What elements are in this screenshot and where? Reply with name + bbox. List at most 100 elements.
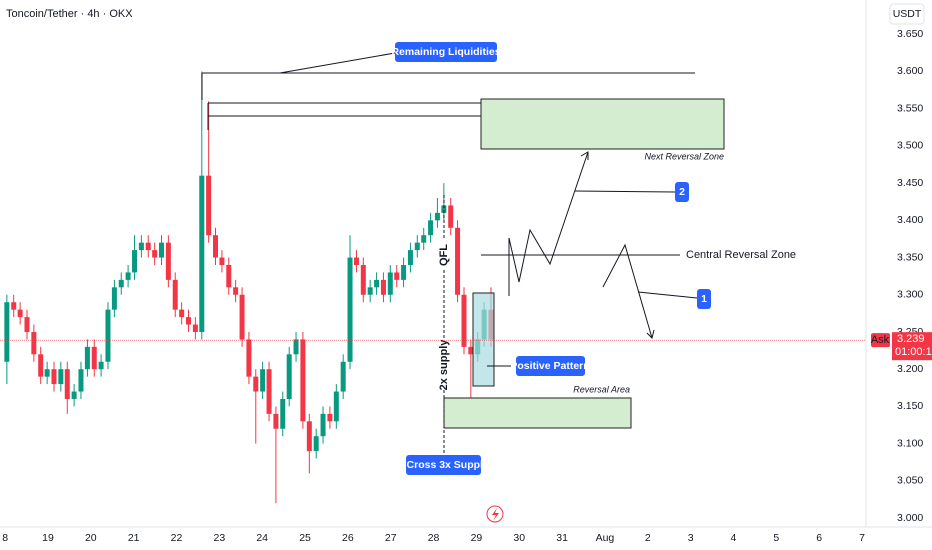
candle-body xyxy=(360,264,366,295)
candle-body xyxy=(226,264,232,288)
candle-body xyxy=(380,279,386,295)
chart-title: Toncoin/Tether · 4h · OKX xyxy=(6,8,133,20)
candle-body xyxy=(24,317,30,332)
candle-body xyxy=(461,294,467,347)
candle-body xyxy=(333,391,339,422)
candle-body xyxy=(179,309,185,318)
connector xyxy=(637,291,698,299)
x-tick-label: 20 xyxy=(85,532,97,544)
x-tick-label: 4 xyxy=(731,532,737,544)
candle-body xyxy=(327,413,333,422)
candle-body xyxy=(105,309,111,362)
candle-body xyxy=(172,279,178,310)
candle-body xyxy=(38,354,44,377)
x-tick-label: 30 xyxy=(513,532,525,544)
x-tick-label: 6 xyxy=(816,532,822,544)
annotation-label: Central Reversal Zone xyxy=(686,249,796,261)
y-tick-label: 3.600 xyxy=(897,65,923,77)
candle-body xyxy=(353,257,359,265)
candle-body xyxy=(132,250,138,273)
y-tick-label: 3.150 xyxy=(897,400,923,412)
candle-body xyxy=(394,272,400,280)
candle-body xyxy=(407,250,413,265)
projection-path xyxy=(602,243,653,339)
candle-body xyxy=(260,369,266,392)
candle-body xyxy=(159,242,165,258)
x-tick-label: 27 xyxy=(385,532,397,544)
x-tick-label: 19 xyxy=(42,532,54,544)
connector xyxy=(279,52,396,74)
y-tick-label: 3.350 xyxy=(897,251,923,263)
candle-body xyxy=(441,205,447,213)
currency: USDT xyxy=(893,8,922,20)
candle-body xyxy=(246,339,252,377)
candle-body xyxy=(138,242,144,251)
label-box xyxy=(697,289,711,309)
x-tick-label: 24 xyxy=(256,532,268,544)
candle-body xyxy=(401,264,407,280)
candle-body xyxy=(320,413,326,437)
candle-body xyxy=(17,309,23,318)
candle-body xyxy=(44,369,50,377)
connector xyxy=(574,190,676,193)
x-tick-label: 5 xyxy=(773,532,779,544)
candle-body xyxy=(152,250,158,258)
candle-body xyxy=(414,242,420,251)
y-tick-label: 3.050 xyxy=(897,475,923,487)
candle-body xyxy=(51,369,57,385)
candle-body xyxy=(280,398,286,429)
candle-body xyxy=(125,272,131,280)
candle-body xyxy=(313,436,319,452)
candle-body xyxy=(91,346,97,370)
label-bg xyxy=(438,240,450,270)
next-zone-box xyxy=(480,98,725,150)
annotation-label: 1 xyxy=(701,293,707,305)
reversal-area-box xyxy=(443,397,632,429)
annotation-label: QFL xyxy=(438,244,450,266)
x-tick-label: 21 xyxy=(128,532,140,544)
x-tick-label: 8 xyxy=(2,532,8,544)
candle-body xyxy=(253,376,259,392)
candle-body xyxy=(4,302,10,362)
candle-body xyxy=(367,287,373,295)
y-tick-label: 3.550 xyxy=(897,102,923,114)
last-price-label: 3.239 xyxy=(897,333,925,345)
candle-body xyxy=(428,220,434,236)
y-tick-label: 3.450 xyxy=(897,177,923,189)
y-tick-label: 3.400 xyxy=(897,214,923,226)
candle-body xyxy=(98,361,104,370)
label-box xyxy=(675,182,689,202)
y-tick-label: 3.300 xyxy=(897,289,923,301)
candle-body xyxy=(306,421,312,452)
candle-body xyxy=(300,339,306,422)
candle-body xyxy=(186,317,192,325)
candle-body xyxy=(455,227,461,295)
pattern-box xyxy=(472,292,495,387)
annotation-label: Remaining Liquidities xyxy=(391,46,500,58)
x-tick-label: 22 xyxy=(171,532,183,544)
candle-body xyxy=(347,257,353,362)
candle-body xyxy=(387,272,393,295)
label-box xyxy=(516,356,585,376)
x-tick-label: 2 xyxy=(645,532,651,544)
candle-body xyxy=(31,331,37,355)
label-bg xyxy=(438,340,450,390)
candle-body xyxy=(273,413,279,429)
candle-body xyxy=(448,205,454,228)
x-tick-label: 3 xyxy=(688,532,694,544)
label-box xyxy=(406,455,481,475)
ask-tag xyxy=(871,333,890,348)
candle-body xyxy=(118,279,124,288)
x-tick-label: 26 xyxy=(342,532,354,544)
y-tick-label: 3.000 xyxy=(897,512,923,524)
candle-body xyxy=(213,235,218,258)
y-tick-label: 3.650 xyxy=(897,28,923,40)
candle-body xyxy=(84,346,90,370)
y-tick-label: 3.200 xyxy=(897,363,923,375)
candle-body xyxy=(206,175,212,236)
candle-body xyxy=(434,212,440,221)
currency-box xyxy=(889,3,925,25)
candle-body xyxy=(219,257,225,265)
candle-body xyxy=(374,279,380,288)
annotation-label: If Cross 3x Supply xyxy=(397,459,489,471)
